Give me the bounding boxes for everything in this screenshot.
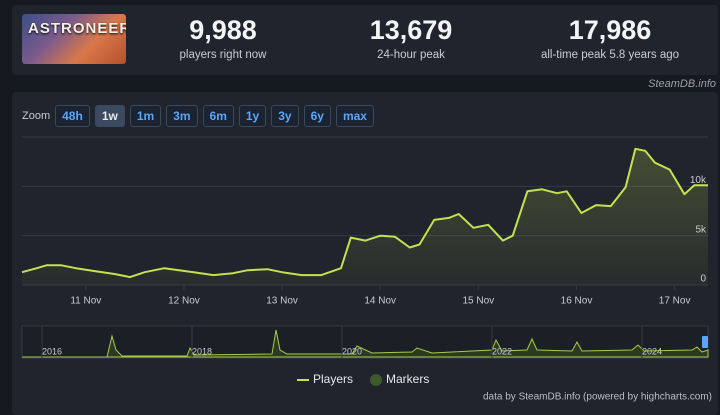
stats-panel: ASTRONEER 9,988 players right now 13,679 2… — [12, 5, 718, 75]
x-tick-label: 11 Nov — [70, 296, 101, 307]
line — [21, 147, 708, 279]
stat-value: 13,679 — [369, 15, 453, 45]
stat-value: 17,986 — [568, 15, 652, 45]
zoom-button[interactable]: 1w — [94, 105, 125, 127]
zoom-button[interactable]: 3y — [271, 105, 299, 127]
x-tick-label: 14 Nov — [364, 296, 396, 307]
x-tick-label: 13 Nov — [266, 296, 298, 307]
zoom-button[interactable]: 1m — [129, 105, 162, 127]
navigator-label: 2018 — [192, 346, 212, 356]
navigator-series — [22, 329, 709, 358]
stat-label: players right now — [179, 49, 267, 61]
game-image[interactable]: ASTRONEER — [22, 14, 126, 64]
navigator-label: 2022 — [492, 346, 512, 356]
stat-label: all-time peak 5.8 years ago — [540, 49, 680, 61]
navigator-label: 2016 — [42, 346, 62, 356]
game-logo: ASTRONEER — [28, 20, 126, 37]
watermark: SteamDB.info — [648, 78, 716, 90]
zoom-button[interactable]: 1y — [238, 105, 267, 127]
stat: 13,679 24-hour peak — [311, 15, 511, 61]
legend-swatch — [370, 374, 382, 386]
zoom-bar: Zoom 48h 1w 1m 3m 6m 1y 3y 6y max — [22, 105, 374, 127]
navigator-label: 2020 — [342, 346, 362, 356]
navigator-handle[interactable] — [702, 336, 708, 348]
zoom-button[interactable]: 48h — [55, 105, 90, 127]
stat-label: 24-hour peak — [377, 49, 445, 61]
legend-label: Players — [313, 372, 353, 386]
y-tick-label: 10k — [690, 175, 707, 186]
footer: data by SteamDB.info (powered by highcha… — [483, 392, 712, 403]
zoom-button[interactable]: max — [335, 105, 374, 127]
x-tick-label: 16 Nov — [561, 296, 593, 307]
zoom-label: Zoom — [22, 110, 51, 122]
area — [22, 148, 708, 285]
stat-value: 9,988 — [189, 15, 257, 45]
navigator-label: 2024 — [642, 346, 662, 356]
x-tick-label: 12 Nov — [168, 296, 200, 307]
x-tick-label: 15 Nov — [463, 296, 495, 307]
zoom-button[interactable]: 6y — [303, 105, 331, 127]
zoom-button[interactable]: 3m — [166, 105, 198, 127]
stat: 9,988 players right now — [123, 15, 323, 61]
zoom-button[interactable]: 6m — [202, 105, 234, 127]
x-tick-label: 17 Nov — [659, 296, 691, 307]
legend-label: Markers — [386, 372, 429, 386]
stat: 17,986 all-time peak 5.8 years ago — [510, 15, 710, 61]
